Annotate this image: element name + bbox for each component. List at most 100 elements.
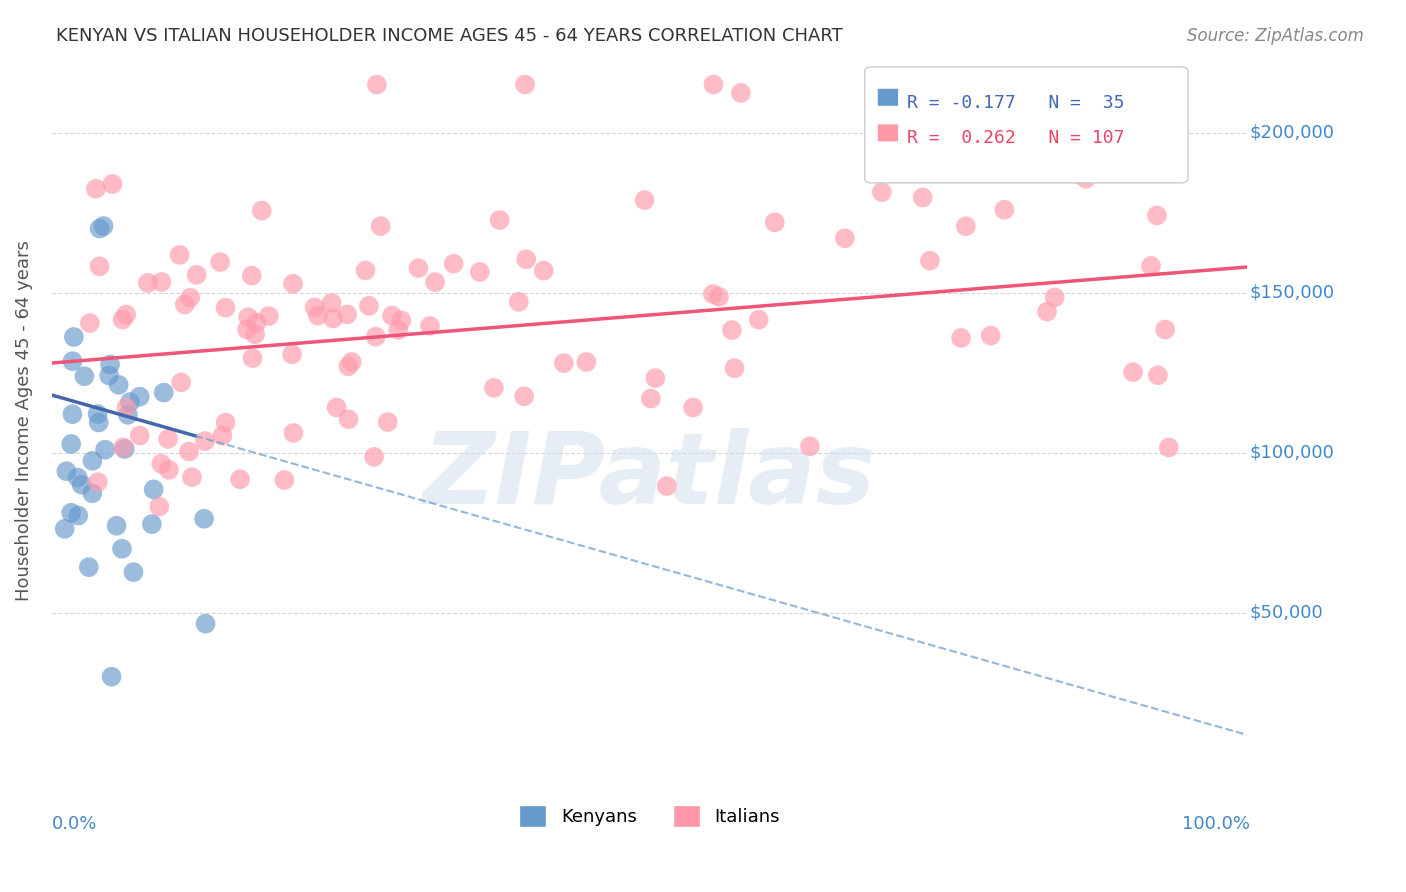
Point	[105, 518, 128, 533]
Point	[118, 395, 141, 409]
Point	[79, 316, 101, 330]
Point	[63, 330, 86, 344]
Point	[186, 268, 208, 282]
Point	[357, 299, 380, 313]
Point	[141, 517, 163, 532]
Point	[77, 560, 100, 574]
Point	[1122, 365, 1144, 379]
Point	[236, 322, 259, 336]
Point	[702, 287, 724, 301]
Point	[443, 257, 465, 271]
Point	[112, 440, 135, 454]
Point	[1074, 171, 1097, 186]
Point	[136, 276, 159, 290]
Point	[515, 252, 537, 267]
Text: R = -0.177   N =  35: R = -0.177 N = 35	[907, 94, 1125, 112]
Point	[381, 309, 404, 323]
Point	[513, 389, 536, 403]
Text: ZIPatlas: ZIPatlas	[423, 428, 876, 525]
Point	[100, 670, 122, 684]
Point	[240, 268, 263, 283]
Point	[980, 328, 1002, 343]
Point	[236, 310, 259, 325]
Point	[508, 294, 530, 309]
Point	[73, 369, 96, 384]
Point	[157, 463, 180, 477]
Point	[70, 477, 93, 491]
Point	[281, 277, 304, 291]
Point	[533, 263, 555, 277]
Point	[193, 512, 215, 526]
Point	[337, 359, 360, 374]
Point	[633, 193, 655, 207]
Point	[179, 291, 201, 305]
Point	[702, 78, 724, 92]
Point	[194, 434, 217, 448]
Point	[283, 425, 305, 440]
Point	[117, 408, 139, 422]
Point	[387, 323, 409, 337]
Point	[1043, 290, 1066, 304]
Point	[281, 347, 304, 361]
Point	[229, 472, 252, 486]
Point	[721, 323, 744, 337]
Point	[209, 255, 232, 269]
Point	[245, 316, 267, 330]
Point	[128, 428, 150, 442]
Point	[111, 312, 134, 326]
Point	[1036, 304, 1059, 318]
Point	[194, 616, 217, 631]
Text: $150,000: $150,000	[1250, 284, 1334, 301]
Point	[60, 407, 83, 421]
Point	[336, 307, 359, 321]
Text: R =  0.262   N = 107: R = 0.262 N = 107	[907, 129, 1125, 147]
Point	[340, 355, 363, 369]
Text: 0.0%: 0.0%	[52, 815, 97, 833]
Point	[82, 454, 104, 468]
Point	[553, 356, 575, 370]
Point	[408, 261, 430, 276]
Point	[363, 450, 385, 464]
Point	[950, 331, 973, 345]
Point	[370, 219, 392, 234]
Point	[150, 457, 173, 471]
Point	[101, 177, 124, 191]
Point	[304, 301, 326, 315]
Point	[89, 221, 111, 235]
Point	[377, 415, 399, 429]
Point	[325, 401, 347, 415]
Point	[66, 470, 89, 484]
Point	[1067, 168, 1090, 182]
Point	[148, 500, 170, 514]
Point	[419, 318, 441, 333]
Point	[84, 182, 107, 196]
Point	[918, 253, 941, 268]
Point	[723, 361, 745, 376]
Point	[763, 215, 786, 229]
Point	[114, 442, 136, 456]
Legend: Kenyans, Italians: Kenyans, Italians	[512, 797, 787, 834]
Point	[242, 351, 264, 365]
Point	[181, 470, 204, 484]
Point	[122, 565, 145, 579]
Point	[111, 541, 134, 556]
Text: Source: ZipAtlas.com: Source: ZipAtlas.com	[1187, 27, 1364, 45]
Point	[115, 401, 138, 415]
Point	[173, 297, 195, 311]
Text: $200,000: $200,000	[1250, 123, 1334, 142]
Point	[169, 248, 191, 262]
Point	[354, 263, 377, 277]
Point	[150, 275, 173, 289]
Point	[1140, 259, 1163, 273]
Point	[250, 203, 273, 218]
Point	[307, 309, 329, 323]
Point	[870, 185, 893, 199]
Point	[1157, 441, 1180, 455]
Point	[1154, 322, 1177, 336]
Point	[834, 231, 856, 245]
Point	[94, 442, 117, 457]
Point	[911, 190, 934, 204]
Point	[993, 202, 1015, 217]
Point	[62, 354, 84, 368]
Text: KENYAN VS ITALIAN HOUSEHOLDER INCOME AGES 45 - 64 YEARS CORRELATION CHART: KENYAN VS ITALIAN HOUSEHOLDER INCOME AGE…	[56, 27, 844, 45]
